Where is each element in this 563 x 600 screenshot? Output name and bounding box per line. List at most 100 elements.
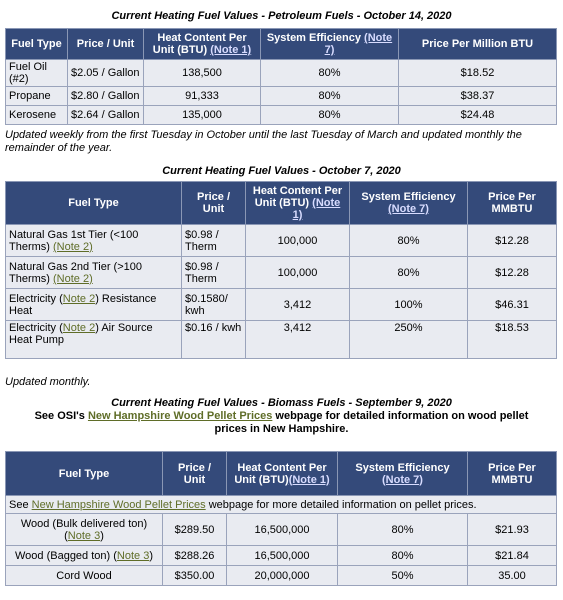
- sub-text-a: See OSI's: [34, 410, 88, 422]
- note-1-link[interactable]: (Note 1): [210, 44, 252, 56]
- header-system-efficiency: System Efficiency (Note 7): [260, 28, 399, 60]
- cell-fuel: Kerosene: [5, 105, 68, 125]
- update-note-monthly: Updated monthly.: [5, 376, 91, 388]
- fuel-label: Wood (Bagged ton) (: [14, 549, 117, 562]
- fuel-values-table-caption: Current Heating Fuel Values - October 7,…: [162, 165, 401, 177]
- note-1-link[interactable]: (Note 1): [292, 197, 341, 221]
- cell-eff: 250%: [349, 320, 468, 359]
- cell-ppm: $46.31: [467, 288, 557, 321]
- cell-ppm: $18.52: [398, 59, 557, 87]
- sub-text-b: webpage for detailed information on wood…: [214, 410, 529, 435]
- petroleum-fuels-table: Fuel Type Price / Unit Heat Content Per …: [5, 28, 557, 125]
- header-system-efficiency: System Efficiency (Note 7): [349, 181, 468, 225]
- cell-ppm: $24.48: [398, 105, 557, 125]
- info-text-a: See: [9, 498, 32, 511]
- cell-price: $289.50: [162, 513, 227, 546]
- cell-price: $2.64 / Gallon: [67, 105, 144, 125]
- cell-fuel: Wood (Bagged ton) (Note 3): [5, 545, 163, 566]
- header-price-unit: Price / Unit: [67, 28, 144, 60]
- cell-ppm: $21.84: [467, 545, 557, 566]
- cell-fuel: Wood (Bulk delivered ton) (Note 3): [5, 513, 163, 546]
- cell-price: $2.05 / Gallon: [67, 59, 144, 87]
- fuel-label: Electricity (: [9, 292, 63, 305]
- fuel-label: Natural Gas 1st Tier (<100 Therms): [9, 228, 139, 253]
- header-price-unit: Price / Unit: [181, 181, 246, 225]
- table-row: Wood (Bagged ton) (Note 3) $288.26 16,50…: [5, 545, 557, 566]
- wood-pellet-info-text: See OSI's New Hampshire Wood Pellet Pric…: [0, 410, 563, 436]
- table-row: Wood (Bulk delivered ton) (Note 3) $289.…: [5, 513, 557, 546]
- table-row: Natural Gas 2nd Tier (>100 Therms) (Note…: [5, 256, 557, 289]
- fuel-label: Electricity (: [9, 322, 63, 334]
- table-header-row: Fuel Type Price / Unit Heat Content Per …: [5, 181, 557, 225]
- wood-pellet-prices-link[interactable]: New Hampshire Wood Pellet Prices: [31, 498, 206, 511]
- cell-heat: 100,000: [245, 224, 350, 257]
- header-heat-text: Heat Content Per Unit (BTU): [252, 185, 343, 209]
- fuel-label-suffix: ) Air Source Heat Pump: [9, 322, 153, 346]
- cell-fuel: Propane: [5, 86, 68, 106]
- note-3-link[interactable]: Note 3: [116, 549, 150, 562]
- header-heat-text: Heat Content Per Unit (BTU): [234, 461, 327, 486]
- biomass-fuels-table: Fuel Type Price / Unit Heat Content Per …: [5, 451, 557, 586]
- cell-fuel: Cord Wood: [5, 565, 163, 586]
- cell-eff: 80%: [349, 256, 468, 289]
- note-2-link[interactable]: (Note 2): [53, 272, 93, 285]
- table-info-row: See New Hampshire Wood Pellet Prices web…: [5, 495, 557, 514]
- cell-fuel: Electricity (Note 2) Air Source Heat Pum…: [5, 320, 182, 359]
- cell-eff: 80%: [349, 224, 468, 257]
- cell-ppm: $12.28: [467, 256, 557, 289]
- wood-pellet-prices-link[interactable]: New Hampshire Wood Pellet Prices: [87, 410, 273, 422]
- note-2-link[interactable]: Note 2: [62, 292, 96, 305]
- cell-price: $0.1580/ kwh: [181, 288, 246, 321]
- header-eff-text: System Efficiency: [361, 191, 456, 203]
- table-row: Kerosene $2.64 / Gallon 135,000 80% $24.…: [5, 105, 557, 125]
- header-fuel-type: Fuel Type: [5, 451, 163, 496]
- note-1-link[interactable]: (Note 1): [288, 473, 330, 486]
- note-2-link[interactable]: Note 2: [62, 322, 96, 334]
- cell-heat: 3,412: [245, 320, 350, 359]
- cell-ppm: $38.37: [398, 86, 557, 106]
- header-price-per-million-btu: Price Per Million BTU: [398, 28, 557, 60]
- header-eff-text: System Efficiency: [266, 32, 365, 44]
- header-fuel-type: Fuel Type: [5, 181, 182, 225]
- fuel-label-suffix: ): [100, 529, 104, 542]
- biomass-table-caption: Current Heating Fuel Values - Biomass Fu…: [111, 397, 452, 409]
- cell-heat: 138,500: [143, 59, 261, 87]
- header-price-unit: Price / Unit: [162, 451, 227, 496]
- header-heat-content: Heat Content Per Unit (BTU)(Note 1): [226, 451, 338, 496]
- cell-fuel: Electricity (Note 2) Resistance Heat: [5, 288, 182, 321]
- cell-ppm: $21.93: [467, 513, 557, 546]
- note-7-link[interactable]: (Note 7): [324, 32, 393, 56]
- fuel-values-table: Fuel Type Price / Unit Heat Content Per …: [5, 181, 557, 359]
- note-3-link[interactable]: Note 3: [67, 529, 101, 542]
- cell-heat: 3,412: [245, 288, 350, 321]
- header-fuel-type: Fuel Type: [5, 28, 68, 60]
- table-row: Natural Gas 1st Tier (<100 Therms) (Note…: [5, 224, 557, 257]
- header-system-efficiency: System Efficiency (Note 7): [337, 451, 468, 496]
- cell-eff: 80%: [260, 105, 399, 125]
- cell-eff: 50%: [337, 565, 468, 586]
- cell-price: $0.98 / Therm: [181, 256, 246, 289]
- fuel-label-suffix: ) Resistance Heat: [9, 292, 157, 317]
- table-row: Propane $2.80 / Gallon 91,333 80% $38.37: [5, 86, 557, 106]
- cell-eff: 80%: [337, 545, 468, 566]
- cell-ppm: $18.53: [467, 320, 557, 359]
- header-price-per-mmbtu: Price Per MMBTU: [467, 181, 557, 225]
- note-7-link[interactable]: (Note 7): [388, 203, 429, 215]
- table-row: Electricity (Note 2) Resistance Heat $0.…: [5, 288, 557, 321]
- note-2-link[interactable]: (Note 2): [53, 240, 93, 253]
- note-7-link[interactable]: (Note 7): [382, 473, 423, 486]
- cell-eff: 80%: [337, 513, 468, 546]
- cell-price: $288.26: [162, 545, 227, 566]
- cell-eff: 80%: [260, 59, 399, 87]
- table-header-row: Fuel Type Price / Unit Heat Content Per …: [5, 28, 557, 60]
- header-heat-content: Heat Content Per Unit (BTU) (Note 1): [143, 28, 261, 60]
- fuel-label: Natural Gas 2nd Tier (>100 Therms): [9, 260, 142, 285]
- cell-price: $2.80 / Gallon: [67, 86, 144, 106]
- update-note-weekly: Updated weekly from the first Tuesday in…: [5, 129, 522, 154]
- cell-eff: 100%: [349, 288, 468, 321]
- cell-fuel: Natural Gas 1st Tier (<100 Therms) (Note…: [5, 224, 182, 257]
- table-row: Fuel Oil (#2) $2.05 / Gallon 138,500 80%…: [5, 59, 557, 87]
- cell-price: $350.00: [162, 565, 227, 586]
- cell-heat: 91,333: [143, 86, 261, 106]
- table-header-row: Fuel Type Price / Unit Heat Content Per …: [5, 451, 557, 496]
